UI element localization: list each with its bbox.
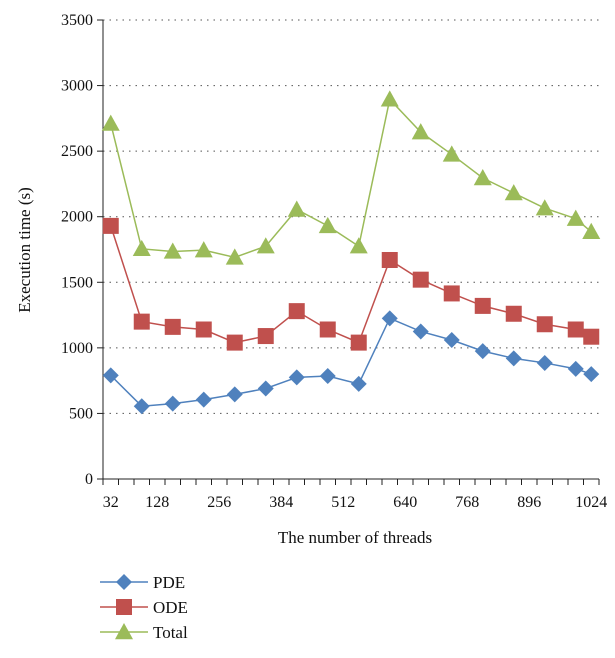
data-point-pde xyxy=(319,368,336,385)
data-point-pde xyxy=(226,386,243,403)
data-point-pde xyxy=(567,360,584,377)
series-total xyxy=(101,90,601,265)
data-point-ode xyxy=(350,334,367,351)
x-tick-label: 512 xyxy=(331,494,355,511)
series-line-total xyxy=(110,97,592,259)
data-point-ode xyxy=(319,321,336,338)
x-tick-label: 32 xyxy=(103,494,119,511)
data-point-total xyxy=(163,242,182,259)
data-point-ode xyxy=(443,285,460,302)
data-point-pde xyxy=(288,369,305,386)
x-tick-label: 384 xyxy=(269,494,293,511)
data-point-ode xyxy=(257,328,274,345)
data-point-total xyxy=(194,241,213,258)
x-tick-label: 128 xyxy=(145,494,169,511)
data-point-total xyxy=(473,169,492,186)
legend-item-ode: ODE xyxy=(100,598,188,617)
legend-label-pde: PDE xyxy=(153,573,185,592)
y-tick-label: 500 xyxy=(69,405,93,422)
data-point-pde xyxy=(583,366,600,383)
data-point-ode xyxy=(412,271,429,288)
legend-label-total: Total xyxy=(153,623,188,642)
data-point-pde xyxy=(102,367,119,384)
grid-lines xyxy=(103,19,599,414)
series-line-pde xyxy=(110,317,592,407)
data-point-pde xyxy=(412,323,429,340)
x-tick-label: 1024 xyxy=(575,494,607,511)
data-point-ode xyxy=(226,334,243,351)
data-point-pde xyxy=(350,375,367,392)
y-tick-label: 2000 xyxy=(61,209,93,226)
y-tick-label: 3000 xyxy=(61,78,93,95)
data-point-total xyxy=(256,237,275,254)
data-point-total xyxy=(566,209,585,226)
data-point-ode xyxy=(133,313,150,330)
data-point-total xyxy=(287,200,306,217)
series-pde xyxy=(102,310,600,415)
data-point-ode xyxy=(164,318,181,335)
data-point-ode xyxy=(536,316,553,333)
x-axis-ticks: 32 128 256 384 512 640 768 896 1024 xyxy=(102,479,607,511)
legend-item-pde: PDE xyxy=(100,573,185,592)
x-axis-title: The number of threads xyxy=(278,528,432,547)
data-point-total xyxy=(535,199,554,216)
legend-label-ode: ODE xyxy=(153,598,188,617)
x-tick-label: 768 xyxy=(455,494,479,511)
data-point-ode xyxy=(195,321,212,338)
axes xyxy=(102,20,599,480)
y-axis-title: Execution time (s) xyxy=(15,187,34,313)
series-ode xyxy=(102,217,600,351)
data-point-pde xyxy=(505,350,522,367)
data-point-total xyxy=(582,222,601,239)
y-tick-label: 1500 xyxy=(61,274,93,291)
data-point-pde xyxy=(474,343,491,360)
data-point-total xyxy=(504,184,523,201)
data-point-total xyxy=(442,145,461,162)
data-point-ode xyxy=(505,305,522,322)
data-point-ode xyxy=(474,297,491,314)
y-tick-label: 3500 xyxy=(61,12,93,29)
data-point-total xyxy=(349,237,368,254)
data-point-ode xyxy=(381,251,398,268)
data-point-total xyxy=(225,248,244,265)
data-point-pde xyxy=(164,395,181,412)
data-point-pde xyxy=(133,398,150,415)
legend-marker-ode xyxy=(116,599,132,615)
data-point-total xyxy=(132,239,151,257)
x-tick-label: 256 xyxy=(207,494,231,511)
data-point-ode xyxy=(583,328,600,345)
y-axis-ticks: 0 500 1000 1500 2000 2500 3000 3500 xyxy=(61,12,103,488)
data-point-ode xyxy=(102,217,119,234)
legend-marker-pde xyxy=(116,574,132,590)
legend: PDE ODE Total xyxy=(100,573,188,642)
legend-item-total: Total xyxy=(100,623,188,642)
data-point-pde xyxy=(195,391,212,408)
data-point-total xyxy=(318,216,337,234)
data-point-total xyxy=(380,90,399,107)
data-point-pde xyxy=(443,331,460,348)
data-point-pde xyxy=(257,380,274,397)
series-group xyxy=(101,90,601,415)
legend-marker-total xyxy=(115,623,133,640)
x-tick-label: 640 xyxy=(393,494,417,511)
x-tick-label: 896 xyxy=(517,494,541,511)
y-tick-label: 0 xyxy=(85,471,93,488)
data-point-ode xyxy=(288,303,305,320)
data-point-total xyxy=(411,123,430,140)
y-tick-label: 1000 xyxy=(61,340,93,357)
data-point-total xyxy=(101,114,120,131)
data-point-pde xyxy=(381,310,398,327)
series-line-ode xyxy=(110,225,592,344)
data-point-ode xyxy=(567,321,584,338)
data-point-pde xyxy=(536,354,553,371)
y-tick-label: 2500 xyxy=(61,143,93,160)
